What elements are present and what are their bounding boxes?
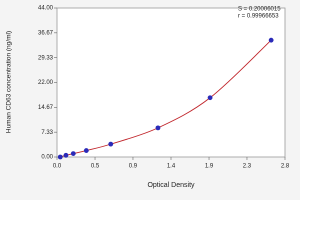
x-tick-label: 2.8 xyxy=(281,164,290,170)
y-axis-label: Human CD63 concentration (ng/ml) xyxy=(6,31,13,133)
y-tick-label: 44.00 xyxy=(38,6,54,12)
x-tick-label: 0.9 xyxy=(129,164,138,170)
data-point xyxy=(108,141,114,147)
data-point xyxy=(83,148,89,153)
annotation: r = 0.99966653 xyxy=(238,14,279,20)
x-tick-label: 2.3 xyxy=(243,164,252,170)
annotation: S = 0.20006015 xyxy=(238,7,281,13)
y-tick-label: 14.67 xyxy=(38,105,54,111)
data-point xyxy=(57,154,63,160)
data-point xyxy=(268,37,274,43)
plot-area xyxy=(56,7,286,158)
y-tick-label: 36.67 xyxy=(38,30,54,36)
y-tick-label: 22.00 xyxy=(38,80,54,86)
data-point xyxy=(70,151,76,157)
y-tick-label: 0.00 xyxy=(41,155,53,161)
x-tick-label: 0.5 xyxy=(91,164,100,170)
x-tick-label: 1.9 xyxy=(205,164,214,170)
chart: S = 0.20006015 r = 0.99966653 Optical De… xyxy=(0,0,300,200)
data-point xyxy=(155,125,161,131)
y-tick-label: 7.33 xyxy=(41,130,53,136)
x-axis-label: Optical Density xyxy=(147,182,195,189)
x-tick-label: 0.0 xyxy=(53,164,62,170)
y-tick-label: 29.33 xyxy=(38,55,54,61)
x-tick-label: 1.4 xyxy=(167,164,176,170)
data-point xyxy=(207,95,213,101)
data-point xyxy=(63,152,69,158)
